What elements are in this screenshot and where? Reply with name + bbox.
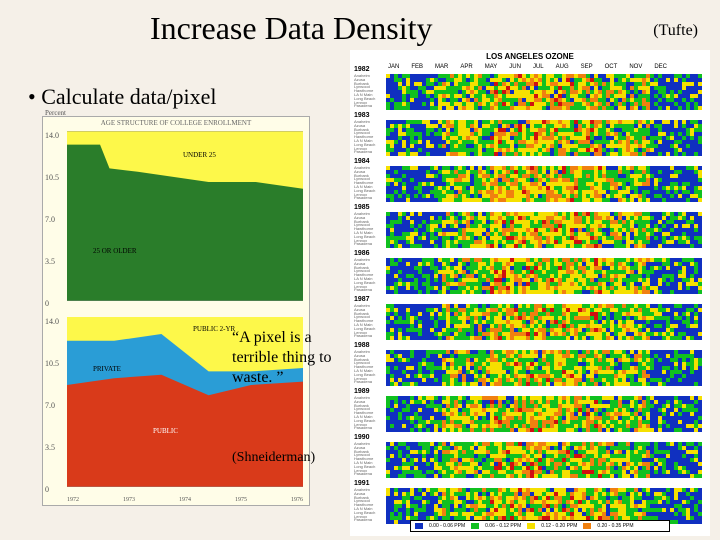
legend-swatch — [527, 523, 535, 529]
y-tick: 3.5 — [45, 443, 55, 452]
year-label: 1985 — [354, 204, 370, 211]
label-public2yr: PUBLIC 2-YR — [193, 325, 235, 333]
month-label: FEB — [411, 64, 423, 70]
y-tick: 10.5 — [45, 173, 59, 182]
station-labels: Anaheim Azusa Burbank Lynwood Hawthorne … — [354, 212, 384, 246]
label-under-25: UNDER 25 — [183, 151, 216, 159]
ozone-heatmap-panel: LOS ANGELES OZONE JAN FEB MAR APR MAY JUN JUL A… — [350, 50, 710, 536]
month-label: MAY — [485, 64, 498, 70]
legend-swatch — [471, 523, 479, 529]
month-label: JUL — [533, 64, 544, 70]
x-tick: 1976 — [291, 497, 303, 503]
ozone-title: LOS ANGELES OZONE — [350, 52, 710, 61]
ozone-strip — [386, 258, 704, 294]
legend-label: 0.12 - 0.20 PPM — [541, 523, 577, 529]
y-tick: 7.0 — [45, 215, 55, 224]
year-label: 1988 — [354, 342, 370, 349]
year-label: 1990 — [354, 434, 370, 441]
quote-pixel-waste: “A pixel is a terrible thing to waste. ” — [232, 328, 340, 388]
label-25-older: 25 OR OLDER — [93, 247, 137, 255]
ozone-strip — [386, 442, 704, 478]
month-label: MAR — [435, 64, 448, 70]
month-label: NOV — [629, 64, 642, 70]
label-public: PUBLIC — [153, 427, 178, 435]
station-labels: Anaheim Azusa Burbank Lynwood Hawthorne … — [354, 396, 384, 430]
station-labels: Anaheim Azusa Burbank Lynwood Hawthorne … — [354, 442, 384, 476]
left-stacked-area-chart: AGE STRUCTURE OF COLLEGE ENROLLMENT Perc… — [42, 116, 310, 506]
y-tick: 7.0 — [45, 401, 55, 410]
ozone-strip — [386, 488, 704, 524]
x-ticks: 1972 1973 1974 1975 1976 — [67, 497, 303, 503]
slide-title: Increase Data Density — [150, 10, 433, 47]
year-label: 1989 — [354, 388, 370, 395]
label-private: PRIVATE — [93, 365, 121, 373]
year-label: 1986 — [354, 250, 370, 257]
month-label: APR — [460, 64, 472, 70]
x-tick: 1972 — [67, 497, 79, 503]
ozone-strip — [386, 304, 704, 340]
left-chart-title: AGE STRUCTURE OF COLLEGE ENROLLMENT — [43, 119, 309, 127]
legend-label: 0.06 - 0.12 PPM — [485, 523, 521, 529]
station-labels: Anaheim Azusa Burbank Lynwood Hawthorne … — [354, 258, 384, 292]
y-tick: 3.5 — [45, 257, 55, 266]
ozone-strip — [386, 74, 704, 110]
month-label: DEC — [654, 64, 667, 70]
y-tick: 0 — [45, 299, 49, 308]
legend-swatch — [415, 523, 423, 529]
month-label: JUN — [509, 64, 521, 70]
legend-swatch — [583, 523, 591, 529]
month-label: OCT — [605, 64, 618, 70]
station-labels: Anaheim Azusa Burbank Lynwood Hawthorne … — [354, 304, 384, 338]
month-header-row: JAN FEB MAR APR MAY JUN JUL AUG SEP OCT NOV DEC — [388, 64, 667, 70]
year-label: 1984 — [354, 158, 370, 165]
y-tick: 0 — [45, 485, 49, 494]
tufte-credit: (Tufte) — [653, 22, 698, 40]
legend-label: 0.20 - 0.35 PPM — [597, 523, 633, 529]
ozone-strip — [386, 120, 704, 156]
y-tick: 10.5 — [45, 359, 59, 368]
attribution-shneiderman: (Shneiderman) — [232, 450, 315, 466]
station-labels: Anaheim Azusa Burbank Lynwood Hawthorne … — [354, 120, 384, 154]
ozone-strip — [386, 350, 704, 386]
ozone-strip — [386, 166, 704, 202]
year-label: 1987 — [354, 296, 370, 303]
station-labels: Anaheim Azusa Burbank Lynwood Hawthorne … — [354, 166, 384, 200]
month-label: JAN — [388, 64, 399, 70]
y-axis-label: Percent — [45, 109, 66, 117]
x-tick: 1975 — [235, 497, 247, 503]
y-tick: 14.0 — [45, 131, 59, 140]
station-labels: Anaheim Azusa Burbank Lynwood Hawthorne … — [354, 488, 384, 522]
y-tick: 14.0 — [45, 317, 59, 326]
month-label: SEP — [581, 64, 593, 70]
month-label: AUG — [556, 64, 569, 70]
x-tick: 1974 — [179, 497, 191, 503]
year-label: 1991 — [354, 480, 370, 487]
x-tick: 1973 — [123, 497, 135, 503]
ozone-strip — [386, 396, 704, 432]
station-labels: Anaheim Azusa Burbank Lynwood Hawthorne … — [354, 74, 384, 108]
station-labels: Anaheim Azusa Burbank Lynwood Hawthorne … — [354, 350, 384, 384]
legend-label: 0.00 - 0.06 PPM — [429, 523, 465, 529]
bullet-calculate: Calculate data/pixel — [28, 84, 217, 110]
ozone-legend: 0.00 - 0.06 PPM 0.06 - 0.12 PPM 0.12 - 0.2… — [410, 520, 670, 532]
ozone-strip — [386, 212, 704, 248]
year-label: 1983 — [354, 112, 370, 119]
year-label: 1982 — [354, 66, 370, 73]
